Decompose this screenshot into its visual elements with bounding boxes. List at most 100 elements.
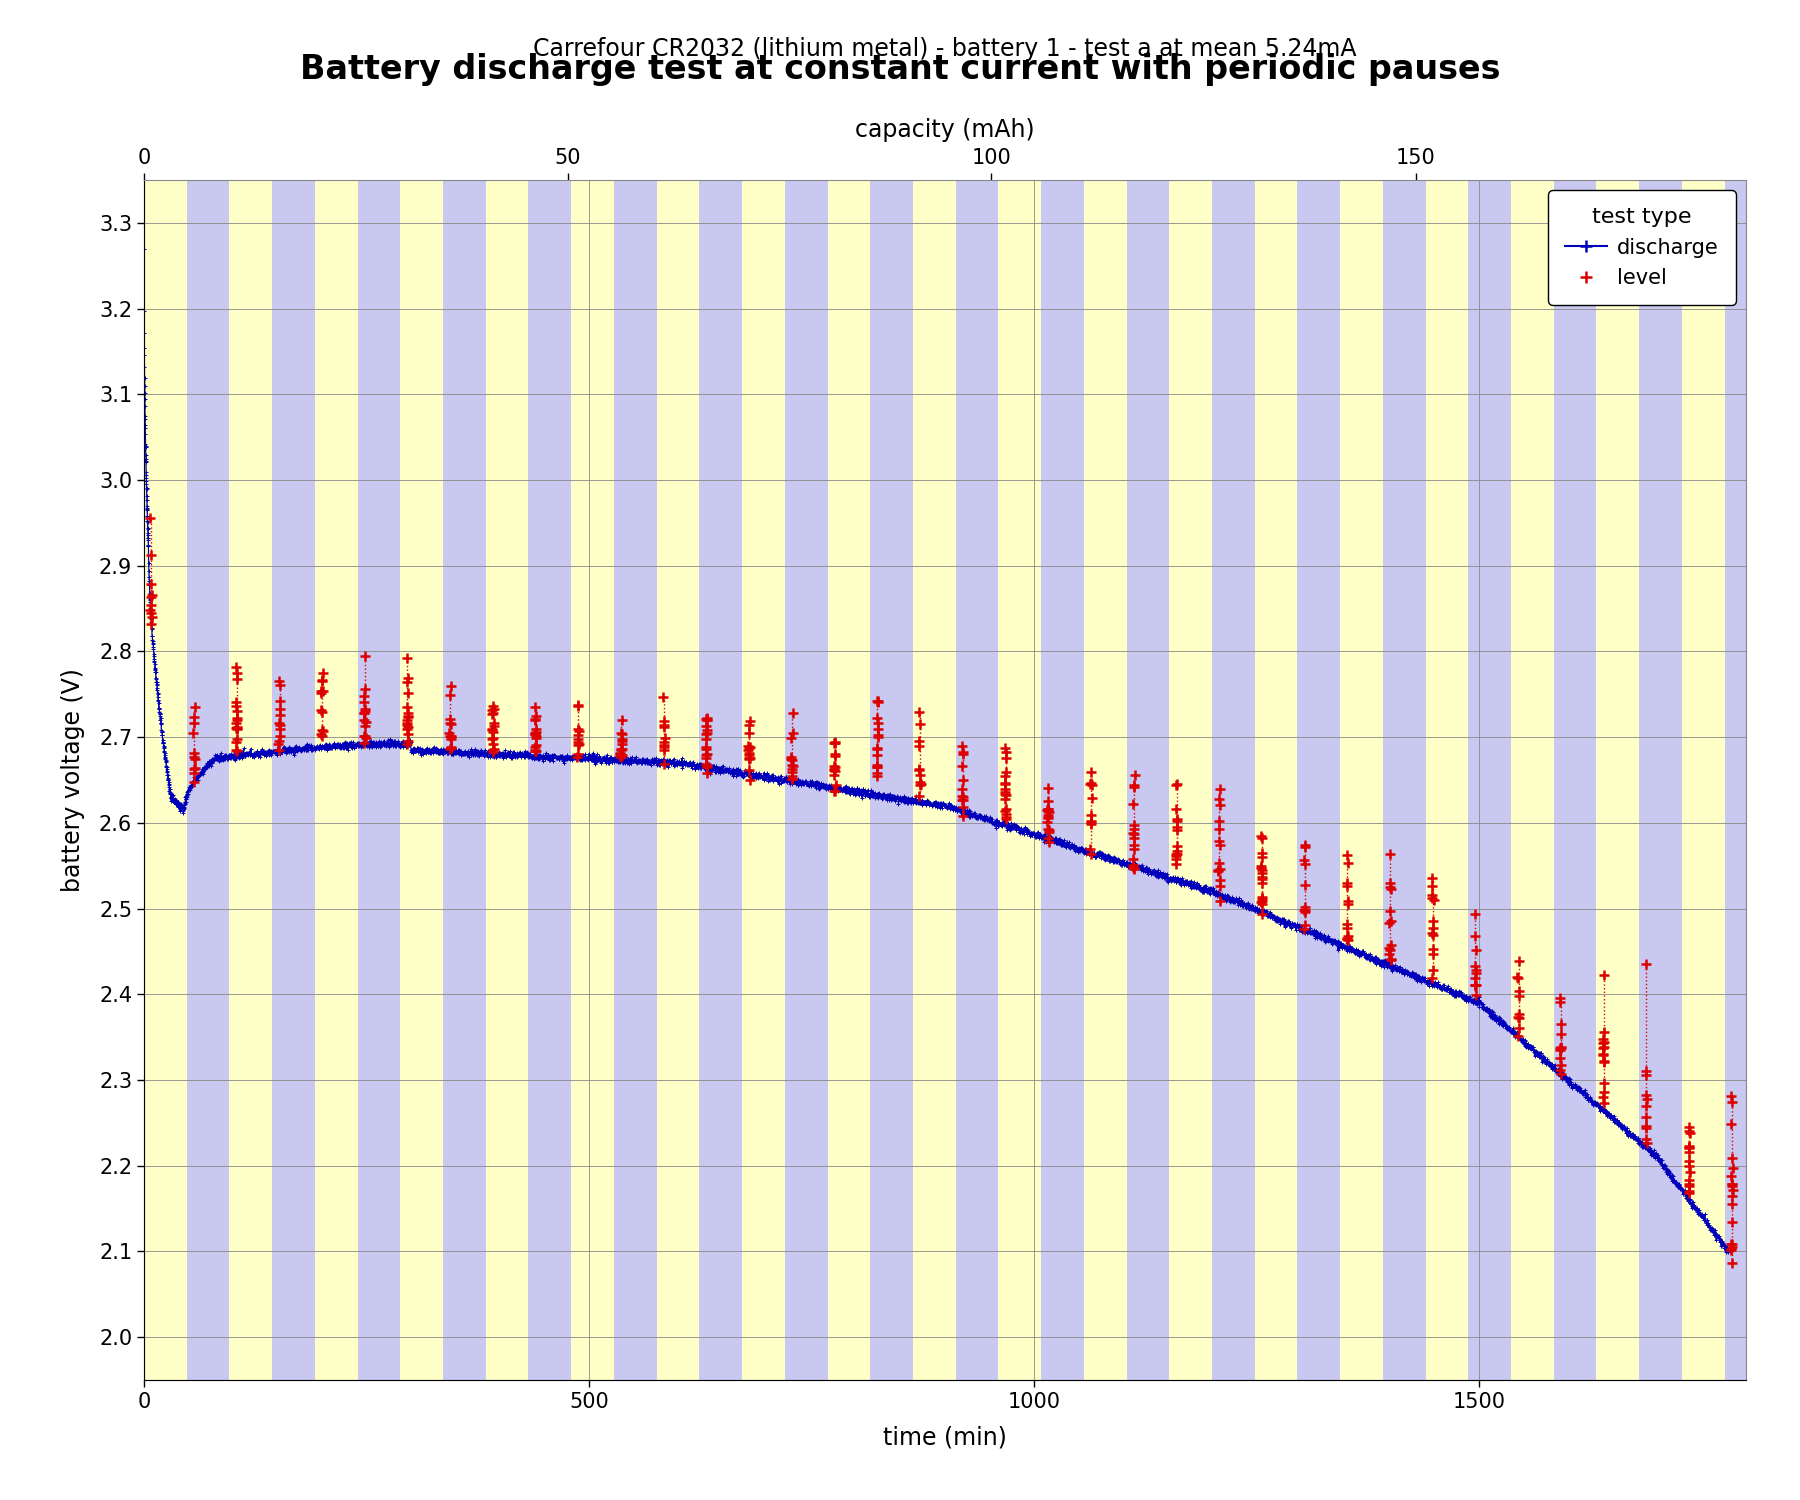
level xyxy=(1674,1114,1703,1138)
level xyxy=(949,741,977,765)
level xyxy=(394,716,423,740)
level xyxy=(862,754,891,778)
level xyxy=(1462,958,1490,982)
level xyxy=(394,729,423,753)
Bar xyxy=(1553,180,1597,1380)
level xyxy=(734,722,763,746)
level xyxy=(1375,910,1404,934)
level xyxy=(1505,1005,1534,1029)
level xyxy=(180,770,209,794)
level xyxy=(905,712,934,736)
level xyxy=(437,735,466,759)
level xyxy=(778,758,806,782)
level xyxy=(734,741,763,765)
level xyxy=(1120,825,1148,849)
level xyxy=(1546,1038,1575,1062)
level xyxy=(349,702,378,726)
level xyxy=(137,584,166,608)
level xyxy=(1633,1086,1661,1110)
level xyxy=(1633,1106,1661,1130)
level xyxy=(1291,836,1319,860)
level xyxy=(778,753,806,777)
level xyxy=(1462,939,1490,963)
level xyxy=(437,724,466,748)
level xyxy=(1546,1036,1575,1060)
level xyxy=(1676,1160,1705,1184)
level xyxy=(221,690,250,714)
level xyxy=(1163,807,1192,831)
level xyxy=(265,738,293,762)
level xyxy=(949,795,977,819)
level xyxy=(650,686,679,709)
level xyxy=(1291,918,1319,942)
level xyxy=(563,717,592,741)
level xyxy=(1418,867,1447,891)
level xyxy=(137,543,166,567)
level xyxy=(266,674,295,698)
level xyxy=(607,744,635,768)
level xyxy=(1462,982,1490,1006)
level xyxy=(522,723,551,747)
level xyxy=(650,710,679,734)
level xyxy=(1631,1094,1660,1118)
level xyxy=(1674,1180,1703,1204)
Bar xyxy=(1084,180,1127,1380)
level xyxy=(1163,847,1192,871)
level xyxy=(992,796,1021,820)
level xyxy=(949,783,977,807)
Bar xyxy=(1341,180,1382,1380)
level xyxy=(1204,828,1233,852)
level xyxy=(650,735,679,759)
level xyxy=(308,669,337,693)
level xyxy=(992,760,1021,784)
level xyxy=(949,784,977,808)
level xyxy=(1033,800,1062,824)
level xyxy=(1417,884,1445,908)
level xyxy=(778,766,806,790)
Bar xyxy=(144,180,187,1380)
level xyxy=(1375,874,1404,898)
level xyxy=(180,758,209,782)
level xyxy=(1247,861,1276,885)
level xyxy=(1505,984,1534,1008)
level xyxy=(392,732,421,756)
level xyxy=(1633,1114,1661,1138)
level xyxy=(778,747,806,771)
level xyxy=(1460,972,1489,996)
Bar xyxy=(187,180,229,1380)
level xyxy=(180,756,209,780)
level xyxy=(949,740,977,764)
level xyxy=(265,711,293,735)
level xyxy=(1546,990,1575,1014)
level xyxy=(862,753,891,777)
level xyxy=(477,717,506,741)
level xyxy=(1631,1064,1660,1088)
level xyxy=(137,507,166,531)
level xyxy=(819,754,848,778)
level xyxy=(349,684,378,708)
level xyxy=(821,778,850,802)
level xyxy=(734,747,763,771)
level xyxy=(392,666,421,690)
level xyxy=(306,722,335,746)
level xyxy=(1247,842,1276,866)
level xyxy=(1163,815,1192,839)
level xyxy=(563,742,592,766)
level xyxy=(520,738,549,762)
level xyxy=(1375,898,1404,922)
level xyxy=(308,660,337,684)
level xyxy=(1247,871,1276,895)
level xyxy=(734,734,763,758)
level xyxy=(1676,1167,1705,1191)
level xyxy=(1120,853,1148,877)
level xyxy=(693,760,722,784)
level xyxy=(734,758,763,782)
level xyxy=(1717,1232,1746,1256)
level xyxy=(1717,1174,1746,1198)
level xyxy=(1717,1251,1746,1275)
level xyxy=(221,668,250,692)
level xyxy=(990,771,1019,795)
level xyxy=(1589,1036,1618,1060)
level xyxy=(223,662,252,686)
level xyxy=(862,765,891,789)
